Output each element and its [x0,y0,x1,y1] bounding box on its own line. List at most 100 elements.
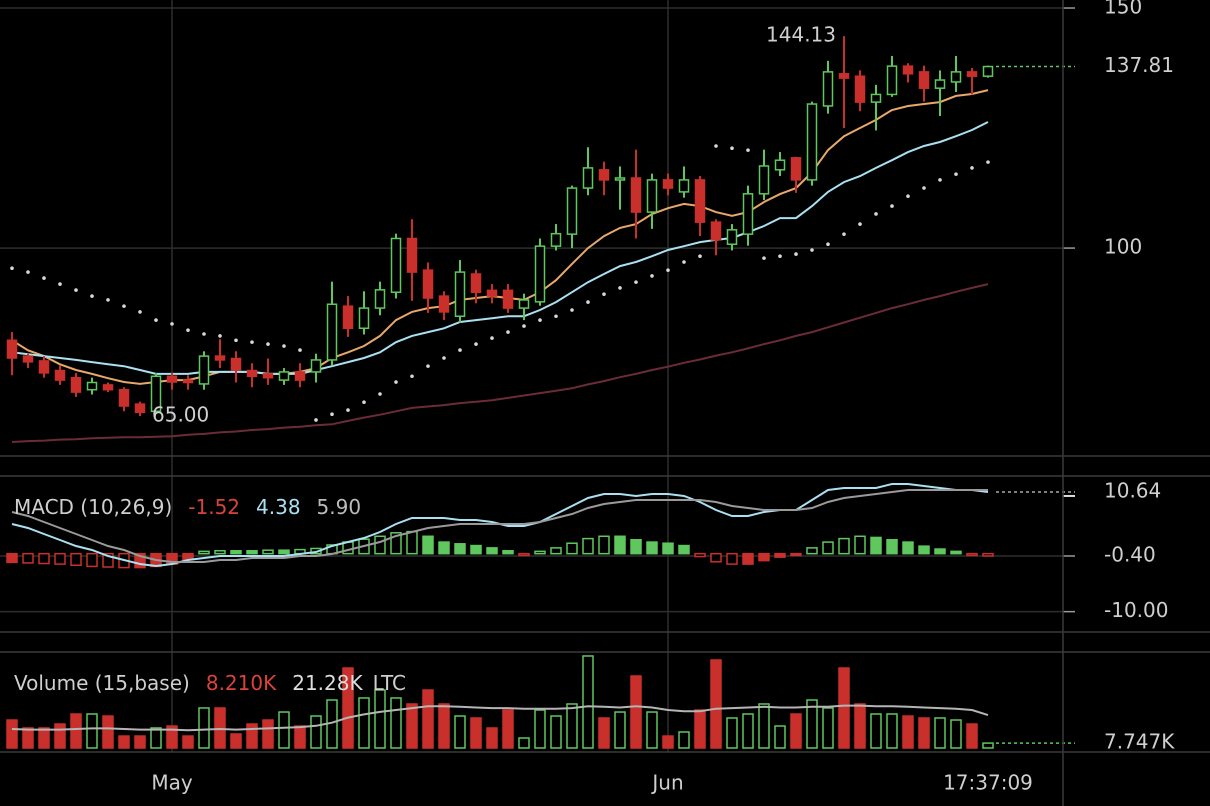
volume-bar [454,715,466,749]
histogram-bar [582,537,594,555]
sar-dot [474,342,478,346]
candle-body [422,269,434,299]
candle-body [566,187,578,235]
sar-dot [314,418,318,422]
histogram-bar [758,552,770,562]
sar-dot [954,172,958,176]
histogram-bar [102,552,114,568]
sar-dot [522,324,526,328]
candle-body [678,179,690,193]
axis-label: 100 [1104,235,1142,259]
histogram-bar [710,552,722,563]
sar-dot [922,186,926,190]
sar-dot [458,348,462,352]
volume-bar [902,715,914,749]
sar-dot [714,144,718,148]
sar-dot [42,276,46,280]
histogram-bar [230,550,242,555]
histogram-bar [518,552,530,557]
histogram-bar [598,535,610,555]
candle-body [118,388,130,407]
sar-dot [602,292,606,296]
sar-dot [906,194,910,199]
volume-bar [966,723,978,749]
sar-dot [234,338,238,343]
histogram-bar [374,535,386,555]
axis-label: 150 [1104,0,1142,19]
histogram-bar [678,544,690,555]
volume-bar [566,703,578,749]
sar-dot [170,322,174,326]
histogram-bar [886,539,898,555]
candle-body [950,71,962,83]
sar-dot [250,340,254,344]
histogram-bar [774,552,786,558]
volume-bar [294,725,306,749]
candle-body [518,299,530,309]
volume-bar [262,719,274,749]
x-tick-label: Jun [650,771,683,795]
histogram-bar [486,547,498,555]
histogram-bar [246,550,258,555]
candle-body [614,177,626,181]
moving-average-line [11,121,989,375]
volume-bar [214,707,226,749]
volume-bar [54,723,66,749]
legend: MACD (10,26,9) -1.52 4.38 5.90 [14,495,361,519]
histogram-bar [22,552,34,564]
candle-body [438,295,450,313]
sar-dot [810,248,814,252]
sar-dot [874,212,878,216]
histogram-bar [406,530,418,555]
volume-bar [758,703,770,749]
volume-bar [438,703,450,749]
candle-body [470,273,482,293]
candle-body [838,73,850,79]
axis-label: 7.747K [1104,730,1175,754]
candle-body [214,355,226,361]
sar-dot [554,314,558,319]
legend-title: Volume (15,base) [14,671,190,695]
histogram-bar [614,535,626,555]
macd-line [11,489,988,563]
candle-body [486,289,498,297]
volume-bar [854,703,866,749]
volume-bar [422,689,434,749]
volume-bar [790,713,802,749]
sar-dot [346,408,350,412]
candle-body [278,371,290,381]
candle-body [774,159,786,171]
candle-body [358,307,370,330]
axis-label: -10.00 [1104,598,1168,622]
volume-bar [694,709,706,749]
sar-dot [858,222,862,226]
histogram-bar [438,541,450,555]
candle-body [70,376,82,393]
candle-body [150,375,162,413]
legend-value: 8.210K [206,671,277,695]
sar-dot [10,266,14,271]
candle-body [342,305,354,330]
candle-body [198,355,210,385]
volume-bar [838,667,850,749]
sar-dot [138,310,142,314]
candle-body [182,379,194,384]
candle-body [86,381,98,391]
volume-bar [534,709,546,749]
volume-bar [278,711,290,749]
volume-bar [950,719,962,749]
histogram-bar [550,547,562,555]
histogram-bar [742,552,754,565]
sar-dot [794,252,798,256]
histogram-bar [390,532,402,555]
sar-dot [122,304,126,308]
volume-bar [678,731,690,749]
sar-dot [74,288,78,292]
sar-dot [298,348,302,352]
sar-dot [378,392,382,396]
sar-dot [650,274,654,278]
legend-value: 5.90 [317,495,362,519]
volume-bar [502,709,514,749]
histogram-bar [86,552,98,568]
low-label: 65.00 [152,403,209,427]
